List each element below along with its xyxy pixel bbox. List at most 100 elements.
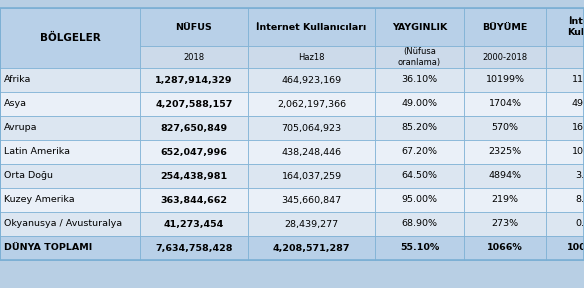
Text: 2325%: 2325% — [488, 147, 522, 156]
Text: 100.00%: 100.00% — [567, 243, 584, 253]
Bar — [248, 68, 375, 92]
Bar — [140, 8, 248, 46]
Text: 55.10%: 55.10% — [400, 243, 439, 253]
Bar — [140, 140, 248, 164]
Bar — [0, 68, 140, 92]
Bar — [248, 188, 375, 212]
Bar — [464, 164, 546, 188]
Bar — [375, 116, 464, 140]
Bar — [0, 8, 140, 68]
Text: 164,037,259: 164,037,259 — [281, 171, 342, 181]
Text: 827,650,849: 827,650,849 — [161, 124, 228, 132]
Bar — [546, 92, 584, 116]
Text: Okyanusya / Avusturalya: Okyanusya / Avusturalya — [4, 219, 122, 228]
Text: 49.00%: 49.00% — [572, 99, 584, 109]
Bar — [248, 236, 375, 260]
Bar — [464, 116, 546, 140]
Text: Afrika: Afrika — [4, 75, 32, 84]
Text: 8.20%: 8.20% — [575, 196, 584, 204]
Text: 85.20%: 85.20% — [402, 124, 437, 132]
Text: 10.40%: 10.40% — [572, 147, 584, 156]
Text: 3.90%: 3.90% — [575, 171, 584, 181]
Text: 570%: 570% — [492, 124, 519, 132]
Bar — [248, 164, 375, 188]
Text: Haz18: Haz18 — [298, 52, 325, 62]
Bar — [248, 212, 375, 236]
Text: 49.00%: 49.00% — [402, 99, 437, 109]
Bar — [464, 236, 546, 260]
Text: (Nüfusa
oranlama): (Nüfusa oranlama) — [398, 47, 441, 67]
Bar — [464, 188, 546, 212]
Bar — [464, 68, 546, 92]
Text: BÜYÜME: BÜYÜME — [482, 22, 528, 31]
Bar — [546, 164, 584, 188]
Bar — [464, 212, 546, 236]
Bar — [546, 68, 584, 92]
Bar — [0, 212, 140, 236]
Text: 2,062,197,366: 2,062,197,366 — [277, 99, 346, 109]
Bar — [375, 212, 464, 236]
Text: 4,207,588,157: 4,207,588,157 — [155, 99, 232, 109]
Text: Avrupa: Avrupa — [4, 124, 37, 132]
Text: 345,660,847: 345,660,847 — [281, 196, 342, 204]
Text: Orta Doğu: Orta Doğu — [4, 171, 53, 181]
Bar — [140, 212, 248, 236]
Bar — [546, 46, 584, 68]
Bar — [546, 188, 584, 212]
Text: 41,273,454: 41,273,454 — [164, 219, 224, 228]
Bar — [546, 8, 584, 46]
Text: 67.20%: 67.20% — [402, 147, 437, 156]
Bar — [0, 92, 140, 116]
Text: 7,634,758,428: 7,634,758,428 — [155, 243, 233, 253]
Text: 464,923,169: 464,923,169 — [281, 75, 342, 84]
Bar — [464, 46, 546, 68]
Bar — [375, 8, 464, 46]
Bar — [140, 164, 248, 188]
Text: 273%: 273% — [492, 219, 519, 228]
Bar — [248, 46, 375, 68]
Bar — [375, 140, 464, 164]
Text: NÜFUS: NÜFUS — [176, 22, 213, 31]
Bar — [546, 236, 584, 260]
Bar — [0, 8, 584, 260]
Bar — [248, 116, 375, 140]
Bar — [140, 68, 248, 92]
Text: 1704%: 1704% — [488, 99, 522, 109]
Bar — [0, 188, 140, 212]
Text: 16.80%: 16.80% — [572, 124, 584, 132]
Text: 68.90%: 68.90% — [402, 219, 437, 228]
Bar — [0, 164, 140, 188]
Bar — [140, 116, 248, 140]
Bar — [375, 92, 464, 116]
Bar — [464, 92, 546, 116]
Text: Kuzey Amerika: Kuzey Amerika — [4, 196, 75, 204]
Bar — [546, 140, 584, 164]
Bar — [546, 212, 584, 236]
Bar — [140, 188, 248, 212]
Bar — [248, 140, 375, 164]
Bar — [375, 164, 464, 188]
Text: İnternet Kullanıcıları: İnternet Kullanıcıları — [256, 22, 367, 31]
Text: 2018: 2018 — [183, 52, 204, 62]
Text: Asya: Asya — [4, 99, 27, 109]
Bar — [546, 116, 584, 140]
Text: BÖLGELER: BÖLGELER — [40, 33, 100, 43]
Bar — [140, 46, 248, 68]
Text: İnternet
Kullanıcı: İnternet Kullanıcı — [567, 17, 584, 37]
Text: 438,248,446: 438,248,446 — [281, 147, 342, 156]
Bar — [464, 140, 546, 164]
Bar — [0, 140, 140, 164]
Text: Latin Amerika: Latin Amerika — [4, 147, 70, 156]
Text: 4894%: 4894% — [488, 171, 522, 181]
Text: 95.00%: 95.00% — [402, 196, 437, 204]
Text: 219%: 219% — [492, 196, 519, 204]
Text: DÜNYA TOPLAMI: DÜNYA TOPLAMI — [4, 243, 92, 253]
Bar — [0, 236, 140, 260]
Bar — [375, 68, 464, 92]
Text: 254,438,981: 254,438,981 — [161, 171, 228, 181]
Bar — [375, 46, 464, 68]
Text: 11.00%: 11.00% — [572, 75, 584, 84]
Text: 1066%: 1066% — [487, 243, 523, 253]
Bar — [464, 8, 546, 46]
Bar — [375, 188, 464, 212]
